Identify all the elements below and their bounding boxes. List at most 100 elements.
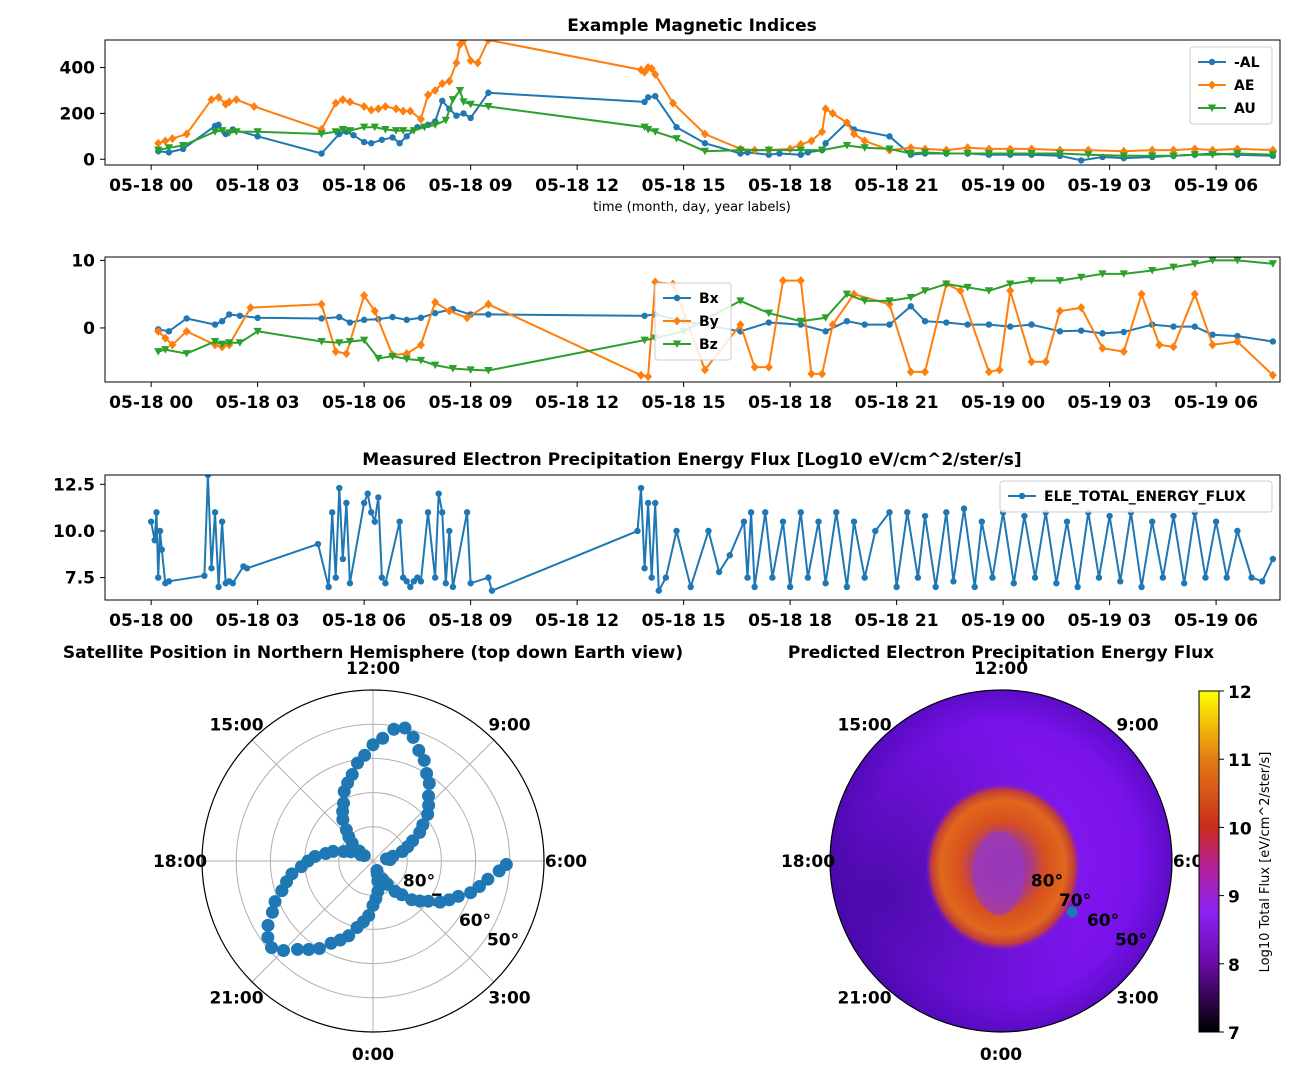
data-point xyxy=(364,490,371,497)
data-point xyxy=(765,319,773,326)
data-point xyxy=(842,142,852,150)
data-point xyxy=(850,129,859,139)
data-point xyxy=(860,136,869,146)
data-point xyxy=(416,114,425,124)
data-point xyxy=(217,340,227,349)
data-point xyxy=(1010,580,1017,587)
data-point xyxy=(1169,263,1178,272)
position-point xyxy=(387,722,401,736)
legend-label: Bz xyxy=(699,337,718,353)
position-point xyxy=(420,767,434,781)
data-point xyxy=(736,297,745,305)
mlt-label: 12:00 xyxy=(974,659,1028,679)
data-point xyxy=(435,490,442,497)
x-tick-label: 05-18 15 xyxy=(642,176,726,196)
data-point xyxy=(1055,277,1065,285)
data-point xyxy=(463,313,472,323)
data-point xyxy=(225,97,234,107)
data-point xyxy=(736,320,745,330)
position-point xyxy=(492,864,506,878)
legend-marker xyxy=(1208,80,1216,90)
position-point xyxy=(302,943,316,957)
data-point xyxy=(1190,289,1199,299)
data-point xyxy=(336,130,343,138)
data-point xyxy=(339,555,347,563)
data-point xyxy=(254,133,261,140)
x-tick-label: 05-19 06 xyxy=(1174,393,1258,413)
data-point xyxy=(389,134,396,141)
data-point xyxy=(204,475,212,479)
data-point xyxy=(459,98,468,106)
x-tick-label: 05-18 00 xyxy=(109,176,193,196)
data-point xyxy=(416,340,425,350)
data-point xyxy=(1190,151,1200,159)
data-point xyxy=(861,321,868,328)
data-point xyxy=(786,144,795,154)
position-point xyxy=(358,748,372,762)
data-point xyxy=(345,127,355,135)
data-point xyxy=(1191,323,1199,330)
x-tick-label: 05-18 21 xyxy=(855,393,939,413)
data-point xyxy=(466,56,475,66)
data-point xyxy=(1248,574,1255,581)
data-point xyxy=(235,339,245,347)
y-tick-label: 0 xyxy=(83,150,95,170)
data-point xyxy=(466,100,475,109)
satellite-marker xyxy=(1066,906,1078,918)
data-point xyxy=(399,106,408,116)
data-point xyxy=(484,367,493,375)
data-point xyxy=(484,299,493,309)
data-point xyxy=(828,108,837,118)
data-point xyxy=(1138,583,1145,591)
data-point xyxy=(672,135,681,143)
data-point xyxy=(360,138,368,146)
data-point xyxy=(1006,280,1015,289)
mlt-label: 18:00 xyxy=(781,852,835,872)
data-point xyxy=(346,580,354,587)
colorbar-tick-label: 12 xyxy=(1228,683,1252,703)
data-point xyxy=(350,131,357,139)
data-point xyxy=(1006,286,1015,296)
mlt-gridline xyxy=(372,739,495,862)
x-tick-label: 05-19 00 xyxy=(961,611,1045,631)
data-point xyxy=(1027,150,1036,158)
chart-title: Measured Electron Precipitation Energy F… xyxy=(362,450,1021,470)
data-point xyxy=(1084,151,1093,159)
data-point xyxy=(453,112,460,119)
data-point xyxy=(431,309,439,317)
legend-label: ELE_TOTAL_ENERGY_FLUX xyxy=(1044,489,1246,505)
data-point xyxy=(779,276,788,286)
data-point xyxy=(769,574,776,581)
data-point xyxy=(455,86,465,95)
data-point xyxy=(430,361,440,370)
legend-label: AE xyxy=(1234,78,1254,94)
data-point xyxy=(796,276,805,286)
data-point xyxy=(796,146,805,155)
position-point xyxy=(371,874,385,888)
lat-label: 80° xyxy=(1031,872,1063,892)
data-point xyxy=(1074,583,1081,591)
data-point xyxy=(700,129,709,139)
data-point xyxy=(346,319,354,326)
data-point xyxy=(431,574,439,581)
mlt-label: 3:00 xyxy=(1116,988,1158,1008)
y-tick-label: 12.5 xyxy=(53,475,95,495)
colorbar-tick-label: 11 xyxy=(1228,751,1252,771)
legend-label: By xyxy=(699,314,719,330)
data-point xyxy=(243,565,251,572)
data-point xyxy=(807,369,816,379)
data-point xyxy=(331,128,340,136)
data-point xyxy=(705,527,712,535)
data-point xyxy=(253,327,262,336)
data-point xyxy=(229,580,236,587)
data-point xyxy=(921,317,929,325)
data-point xyxy=(1028,321,1035,328)
data-point xyxy=(921,367,930,377)
x-tick-label: 05-18 21 xyxy=(855,611,939,631)
data-point xyxy=(942,150,951,158)
magnetic-indices-panel: Example Magnetic Indices 05-18 00 05-18 0… xyxy=(60,16,1281,215)
data-point xyxy=(786,583,794,591)
imf-panel: 05-18 00 05-18 03 05-18 06 05-18 09 05-18 12… xyxy=(71,251,1281,413)
data-point xyxy=(1098,343,1107,353)
data-point xyxy=(1021,512,1028,520)
